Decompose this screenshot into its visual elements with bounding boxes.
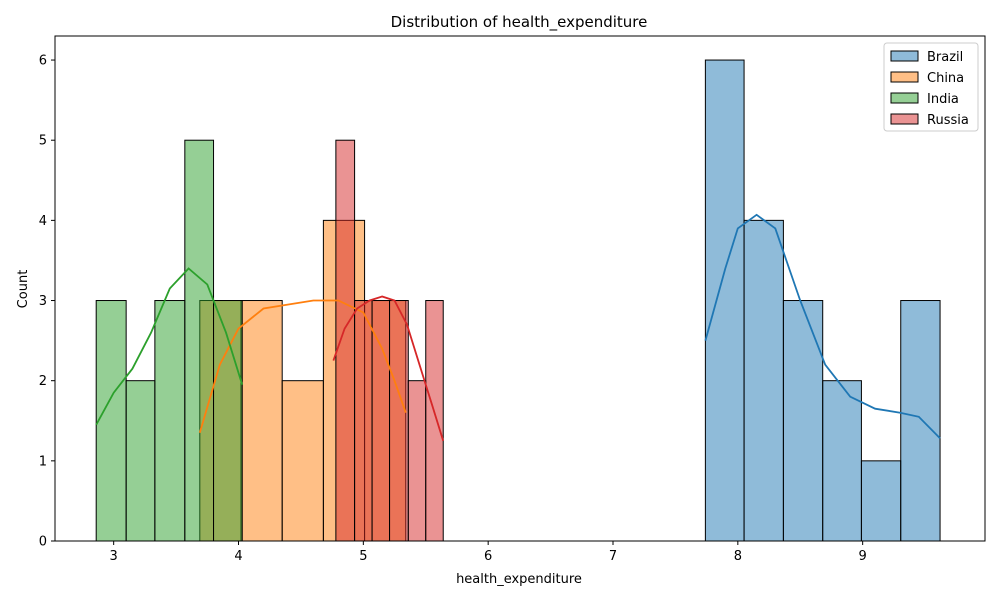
bar-india-3: [184, 139, 215, 542]
bar-brazil-0: [704, 59, 745, 542]
kde-line-india: [95, 267, 244, 426]
y-tick-label-3: 3: [39, 294, 47, 309]
legend-swatch-china: [890, 71, 919, 83]
bar-russia-2: [371, 300, 391, 542]
y-tick-label-1: 1: [39, 454, 47, 469]
bar-russia-1: [354, 300, 373, 542]
x-axis-label: health_expenditure: [456, 572, 582, 587]
bar-russia-0: [335, 139, 356, 542]
legend-label-china: China: [927, 71, 964, 86]
y-tick-label-2: 2: [39, 374, 47, 389]
bar-india-0: [95, 300, 127, 542]
legend-swatch-brazil: [890, 50, 919, 62]
bar-india-2: [154, 300, 186, 542]
chart-title: Distribution of health_expenditure: [391, 13, 648, 32]
bar-russia-3: [389, 300, 409, 542]
y-tick-label-6: 6: [39, 54, 47, 69]
y-tick-label-0: 0: [39, 535, 47, 550]
bar-brazil-1: [743, 219, 784, 542]
x-tick-label-4: 4: [234, 549, 242, 564]
plot-frame: [54, 35, 986, 542]
x-tick-label-9: 9: [859, 549, 867, 564]
legend-label-india: India: [927, 92, 959, 107]
legend-swatch-russia: [890, 113, 919, 125]
kde-line-russia: [332, 295, 445, 442]
bar-brazil-3: [822, 380, 862, 542]
bar-brazil-4: [860, 460, 902, 542]
legend-swatch-india: [890, 92, 919, 104]
bar-china-2: [281, 380, 324, 542]
legend-label-brazil: Brazil: [927, 50, 963, 65]
bar-china-1: [240, 300, 283, 542]
bar-brazil-2: [782, 300, 824, 542]
legend-label-russia: Russia: [927, 113, 969, 128]
bar-india-4: [213, 300, 243, 542]
x-tick-label-6: 6: [484, 549, 492, 564]
y-tick-label-4: 4: [39, 214, 47, 229]
kde-line-brazil: [704, 213, 941, 440]
legend: Brazil China India Russia: [883, 42, 979, 132]
bar-brazil-5: [900, 300, 941, 542]
kde-line-china: [198, 299, 407, 434]
bar-india-1: [125, 380, 156, 542]
y-axis-label: Count: [16, 270, 31, 309]
bar-russia-4: [407, 380, 427, 542]
x-tick-label-8: 8: [734, 549, 742, 564]
axes-layer: 3 4 5 6 7 8 9 0 1 2 3 4 5 6: [39, 35, 986, 564]
x-tick-label-7: 7: [609, 549, 617, 564]
bar-russia-5: [425, 300, 444, 542]
plot-layer: [95, 59, 941, 542]
x-tick-label-5: 5: [359, 549, 367, 564]
x-tick-label-3: 3: [110, 549, 118, 564]
legend-box: [883, 42, 979, 132]
y-tick-label-5: 5: [39, 134, 47, 149]
